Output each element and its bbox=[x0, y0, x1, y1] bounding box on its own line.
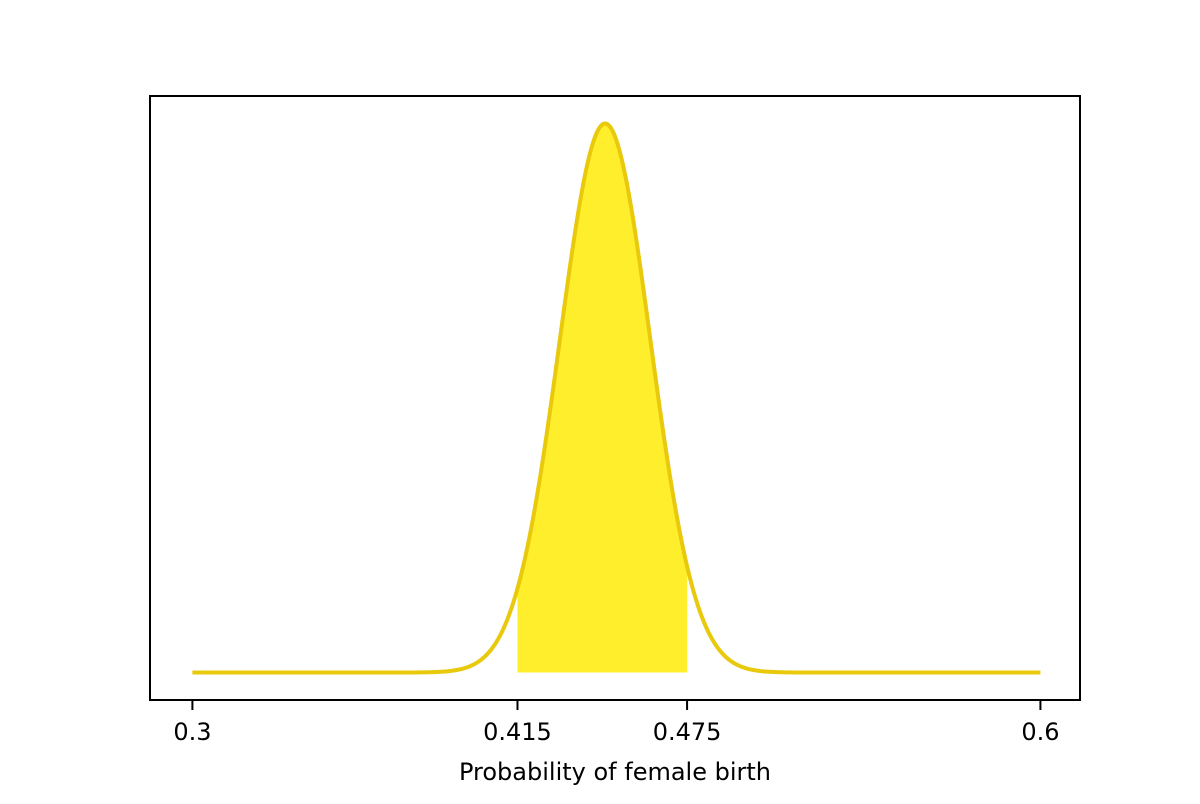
x-tick-label: 0.415 bbox=[483, 718, 552, 746]
shaded-area-layer bbox=[517, 123, 688, 673]
shaded-interval-area bbox=[517, 123, 688, 673]
x-tick-label: 0.3 bbox=[173, 718, 211, 746]
x-tick-label: 0.6 bbox=[1021, 718, 1059, 746]
density-curve bbox=[191, 121, 1042, 675]
x-tick-layer: 0.3 0.415 0.475 0.6 bbox=[173, 700, 1060, 746]
curve-layer bbox=[191, 121, 1042, 675]
axes-frame bbox=[149, 95, 1081, 701]
x-tick-label: 0.475 bbox=[653, 718, 722, 746]
x-axis-label: Probability of female birth bbox=[459, 758, 771, 786]
